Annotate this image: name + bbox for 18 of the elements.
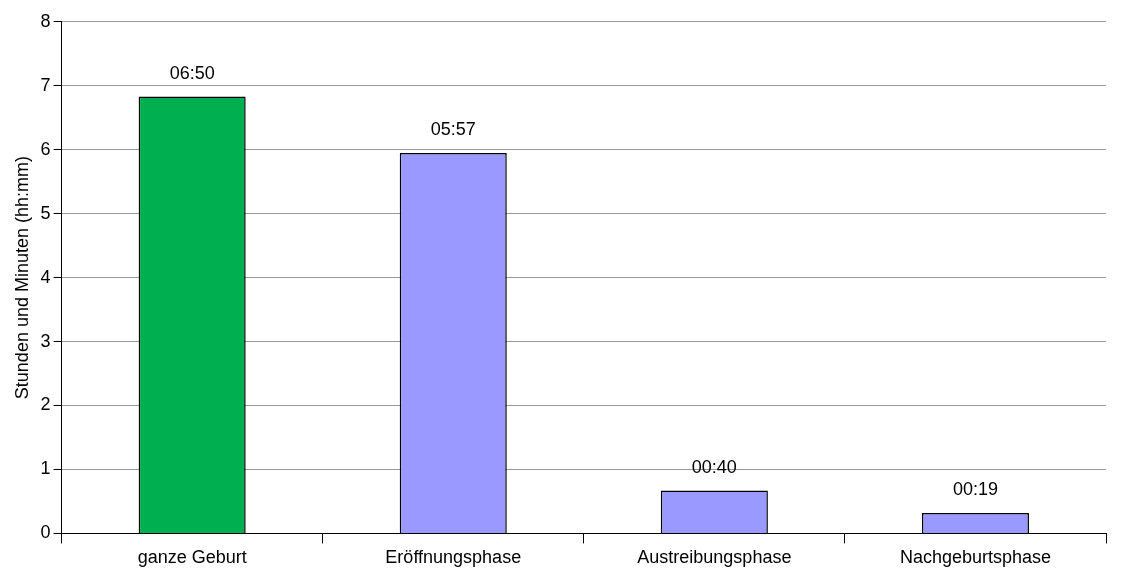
x-tick-label: ganze Geburt — [137, 547, 247, 568]
y-tick-label: 3 — [40, 330, 51, 351]
x-tick-label: Nachgeburtsphase — [899, 547, 1052, 568]
y-tick-label: 1 — [40, 458, 51, 479]
data-label: 06:50 — [169, 62, 215, 83]
x-tick-label: Austreibungsphase — [637, 547, 792, 568]
y-tick-label: 4 — [40, 266, 51, 287]
y-axis-title: Stunden und Minuten (hh:mm) — [11, 156, 32, 400]
y-tick-label: 2 — [40, 394, 51, 415]
x-tick-label: Eröffnungsphase — [385, 547, 522, 568]
y-tick-label: 8 — [40, 10, 51, 31]
data-label: 00:40 — [691, 456, 737, 477]
y-tick-label: 0 — [40, 522, 51, 543]
y-tick-label: 7 — [40, 74, 51, 95]
data-label: 05:57 — [430, 118, 476, 139]
data-label: 00:19 — [952, 478, 998, 499]
y-tick-label: 6 — [40, 138, 51, 159]
y-tick-label: 5 — [40, 202, 51, 223]
